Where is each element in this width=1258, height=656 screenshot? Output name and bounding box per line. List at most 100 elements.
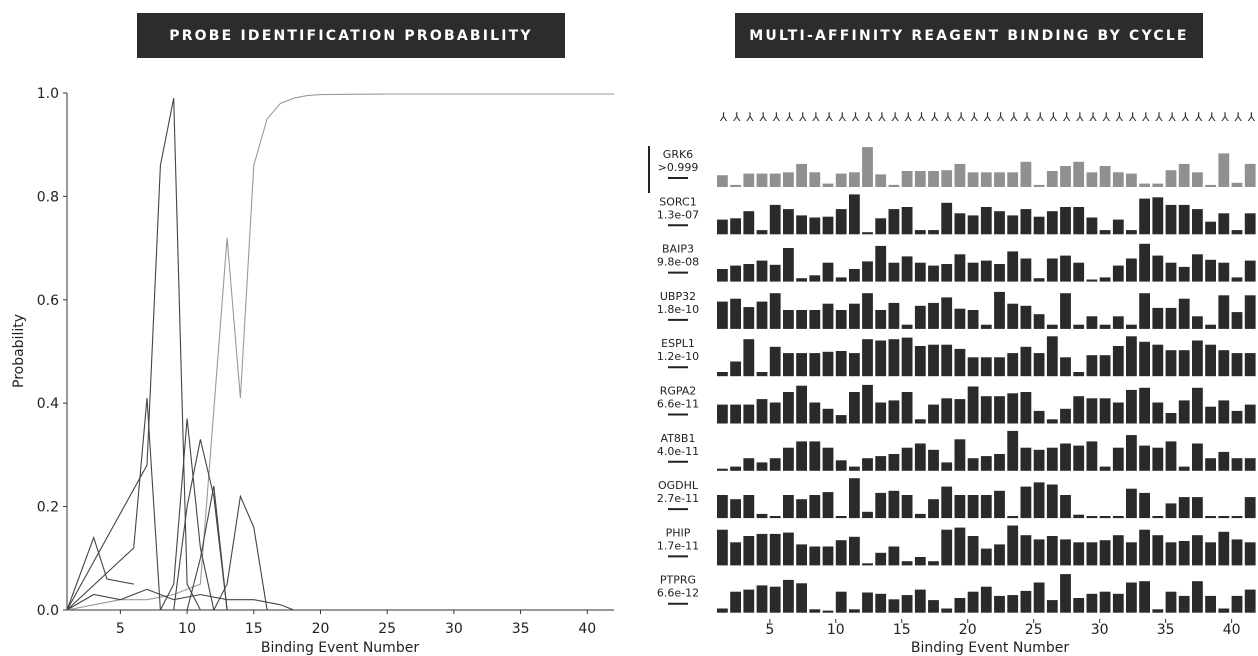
- probe-name-label: PHIP: [666, 526, 691, 539]
- binding-bar: [914, 557, 926, 566]
- right-x-axis-label: Binding Event Number: [911, 640, 1069, 656]
- binding-bar: [1073, 396, 1085, 424]
- probe-name-label: SORC1: [659, 195, 696, 208]
- binding-bar: [1007, 303, 1019, 329]
- probe-name-label: PTPRG: [660, 574, 696, 587]
- binding-bar: [928, 302, 939, 329]
- binding-bar: [1060, 495, 1071, 519]
- binding-bar: [1060, 574, 1071, 613]
- probe-pvalue-label: 9.8e-08: [657, 256, 699, 269]
- binding-bar: [967, 536, 979, 566]
- binding-bar: [1086, 542, 1098, 566]
- binding-bar: [717, 529, 728, 566]
- binding-bar: [967, 215, 979, 235]
- binding-bar: [954, 598, 966, 613]
- left-y-tick-label: 0.6: [37, 293, 59, 309]
- binding-bar: [717, 372, 728, 377]
- binding-bar: [769, 533, 781, 566]
- binding-bar: [928, 561, 939, 566]
- binding-bar: [941, 297, 953, 329]
- binding-bar: [1152, 402, 1164, 424]
- binding-bar: [1165, 262, 1177, 282]
- binding-bar: [1112, 346, 1124, 377]
- binding-bar: [1060, 357, 1071, 377]
- cycle-marker-icon: ⅄: [1247, 110, 1256, 124]
- probe-pvalue-label: 1.2e-10: [657, 350, 699, 363]
- binding-bar: [756, 260, 768, 282]
- binding-bar: [954, 439, 966, 471]
- binding-bar: [914, 171, 926, 187]
- binding-bar: [1205, 259, 1216, 282]
- binding-bar: [756, 230, 768, 235]
- binding-bar: [862, 563, 873, 566]
- binding-bar: [835, 173, 847, 187]
- binding-bar: [1178, 400, 1190, 424]
- binding-bar: [835, 209, 847, 235]
- binding-bar: [1244, 260, 1256, 282]
- binding-bar: [1139, 183, 1150, 187]
- binding-bar: [743, 211, 755, 235]
- binding-bar: [1139, 341, 1150, 377]
- binding-bar: [994, 595, 1005, 613]
- binding-bar: [1126, 230, 1137, 235]
- left-x-tick-label: 15: [245, 621, 263, 637]
- binding-bar: [980, 324, 992, 329]
- binding-bar: [994, 544, 1005, 566]
- binding-bar: [1192, 497, 1203, 519]
- cycle-marker-icon: ⅄: [1049, 110, 1058, 124]
- binding-bar: [901, 595, 913, 613]
- binding-bar: [1086, 516, 1098, 519]
- binding-bar: [1205, 324, 1216, 329]
- cycle-marker-icon: ⅄: [1220, 110, 1229, 124]
- binding-bar: [994, 291, 1005, 329]
- binding-bar: [1165, 170, 1177, 187]
- right-x-tick-label: 35: [1157, 622, 1175, 638]
- binding-bar: [1033, 314, 1045, 329]
- binding-bar: [835, 415, 847, 424]
- binding-bar: [1060, 166, 1071, 187]
- binding-bar: [875, 402, 887, 424]
- binding-bar: [1099, 230, 1111, 235]
- binding-bar: [1231, 539, 1243, 566]
- binding-bar: [1033, 353, 1045, 377]
- binding-bar: [862, 592, 873, 613]
- binding-bar: [1007, 172, 1019, 187]
- binding-bar: [769, 204, 781, 235]
- right-x-tick-label: 30: [1091, 622, 1109, 638]
- binding-bar: [783, 172, 794, 187]
- cycle-marker-icon: ⅄: [890, 110, 899, 124]
- binding-bar: [1020, 392, 1032, 424]
- binding-bar: [796, 544, 807, 566]
- binding-bar: [941, 202, 953, 235]
- binding-bar: [1099, 398, 1111, 424]
- binding-bar: [809, 353, 821, 377]
- binding-bar: [1244, 353, 1256, 377]
- right-x-tick-label: 15: [893, 622, 911, 638]
- binding-bar: [875, 218, 887, 235]
- binding-bar: [1112, 265, 1124, 282]
- binding-bar: [1152, 197, 1164, 235]
- binding-bar: [928, 404, 939, 424]
- left-x-tick-label: 25: [378, 621, 396, 637]
- binding-bar: [862, 147, 873, 187]
- binding-bar: [1139, 243, 1150, 282]
- cycle-marker-icon: ⅄: [917, 110, 926, 124]
- probe-name-label: ESPL1: [661, 337, 695, 350]
- binding-bar: [941, 344, 953, 377]
- binding-bar: [783, 209, 794, 235]
- binding-bar: [1178, 204, 1190, 235]
- binding-bar: [862, 384, 873, 424]
- right-x-tick-label: 20: [959, 622, 977, 638]
- binding-bar: [783, 495, 794, 519]
- binding-bar: [1178, 350, 1190, 377]
- binding-bar: [875, 456, 887, 471]
- binding-bar: [967, 262, 979, 282]
- binding-bar: [1073, 324, 1085, 329]
- binding-bar: [1099, 166, 1111, 187]
- left-x-tick-label: 30: [445, 621, 463, 637]
- binding-bar: [1231, 516, 1243, 519]
- binding-bar: [1099, 324, 1111, 329]
- binding-bar: [1073, 161, 1085, 187]
- binding-bar: [1165, 503, 1177, 519]
- binding-bar: [1244, 213, 1256, 235]
